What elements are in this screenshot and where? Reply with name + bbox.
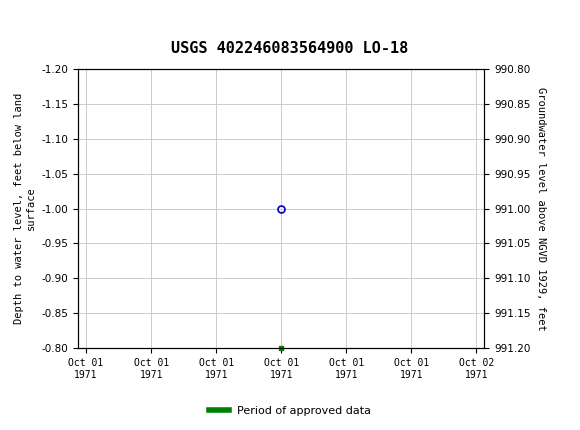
Y-axis label: Groundwater level above NGVD 1929, feet: Groundwater level above NGVD 1929, feet xyxy=(536,87,546,330)
Legend: Period of approved data: Period of approved data xyxy=(204,401,376,420)
Text: USGS 402246083564900 LO-18: USGS 402246083564900 LO-18 xyxy=(171,41,409,56)
Text: USGS: USGS xyxy=(49,11,109,30)
Y-axis label: Depth to water level, feet below land
surface: Depth to water level, feet below land su… xyxy=(13,93,36,324)
